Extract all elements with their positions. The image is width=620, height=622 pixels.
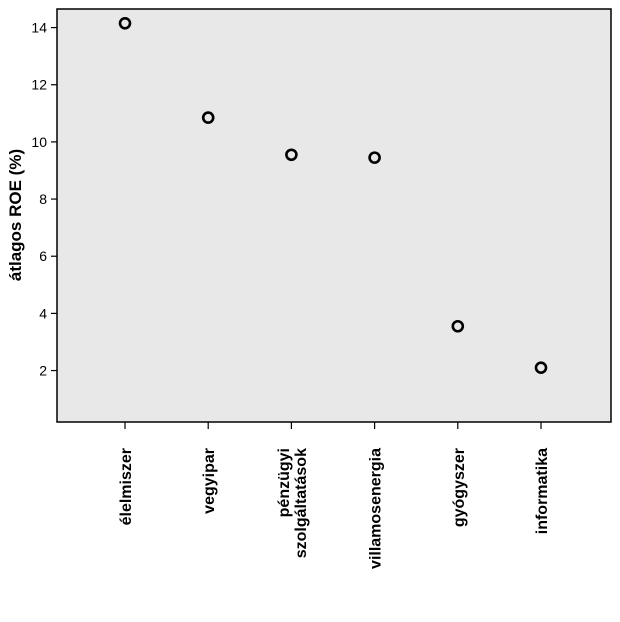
data-point — [285, 148, 298, 162]
x-tick-label: pénzügyi — [276, 448, 293, 517]
y-tick-label: 12 — [31, 77, 47, 93]
x-tick-label: villamosenergia — [368, 448, 385, 569]
x-tick-label: élelmiszer — [118, 448, 135, 525]
y-tick-label: 4 — [39, 305, 47, 321]
data-point — [201, 111, 215, 124]
data-point — [451, 319, 465, 333]
y-tick-label: 14 — [31, 20, 47, 36]
x-tick-label: informatika — [534, 448, 551, 534]
y-tick-label: 8 — [39, 191, 47, 207]
y-tick-label: 2 — [39, 363, 47, 379]
data-point — [534, 361, 548, 374]
x-tick-label: szolgáltatások — [293, 448, 310, 558]
x-axis: élelmiszer vegyipar pénzügyi szolgáltatások… — [118, 422, 551, 569]
x-tick-label: vegyipar — [201, 448, 218, 514]
data-points — [118, 16, 548, 374]
plot-area — [56, 8, 612, 423]
x-tick-label: gyógyszer — [451, 448, 468, 527]
y-axis-title: átlagos ROE (%) — [6, 149, 25, 281]
data-point — [118, 16, 132, 30]
y-axis: 2 4 6 8 10 12 14 — [31, 20, 57, 379]
y-tick-label: 6 — [39, 248, 47, 264]
y-tick-label: 10 — [31, 134, 47, 150]
data-point — [368, 151, 381, 164]
